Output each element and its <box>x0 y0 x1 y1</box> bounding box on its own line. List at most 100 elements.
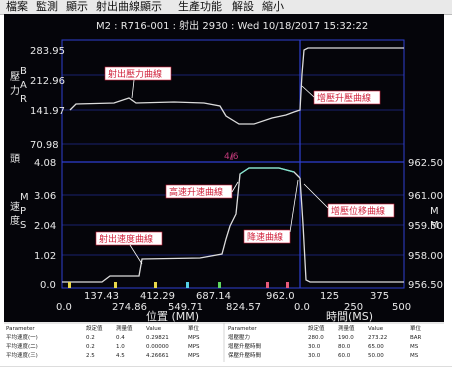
speed-tick: 0.0 <box>40 280 56 291</box>
pressure-axis-label: 壓 <box>10 71 20 83</box>
right-tick: 958.00 <box>408 251 443 262</box>
table-cell: 280.0 <box>308 335 324 341</box>
position-tick: 412.29 <box>140 291 175 302</box>
menu-item-display[interactable]: 顯示 <box>66 0 88 13</box>
monitor-screen: M2 : R716-001 : 射出 2930 : Wed 10/18/2017… <box>4 14 444 323</box>
time-tick: 250 <box>344 302 363 313</box>
table-cell: MS <box>410 344 419 350</box>
pressure-tick: 70.98 <box>30 140 59 151</box>
parameter-table: Parameter 設定值 測量值 Value 單位平均速度(一) 0.2 0.4 0.298… <box>4 322 444 364</box>
time-tick: 0.0 <box>294 302 310 313</box>
table-cell: 0.4 <box>116 335 125 341</box>
table-cell: 0.29821 <box>146 335 169 341</box>
marker-label: 4/6 <box>224 152 239 162</box>
menu-item-file[interactable]: 檔案 <box>6 0 28 13</box>
right-tick: 961.00 <box>408 191 443 202</box>
annotation-speed-curve: 射出速度曲線 <box>95 231 163 265</box>
speed-axis-label: M <box>20 192 29 203</box>
speed-axis-label: 頭 <box>10 153 20 165</box>
speed-tick: 2.04 <box>34 221 56 232</box>
table-cell: 平均速度(一) <box>6 333 38 341</box>
plot-frame <box>61 39 405 289</box>
annotation-hold-pressure-curve: 增壓升壓曲線 <box>301 85 381 105</box>
table-header-cell: 單位 <box>188 324 200 332</box>
pressure-axis-label: A <box>20 80 27 91</box>
pressure-tick: 283.95 <box>30 46 65 57</box>
pressure-tick: 212.96 <box>30 76 65 87</box>
table-cell: MPS <box>188 344 200 350</box>
position-tick: 687.14 <box>196 291 231 302</box>
table-header-cell: 測量值 <box>338 324 355 332</box>
time-tick: 125 <box>320 291 339 302</box>
table-cell: 50.00 <box>368 353 384 359</box>
time-axis-label: 時間(MS) <box>326 310 373 322</box>
stage-marker <box>186 282 189 288</box>
annotation-high-speed-up: 高速升速曲線 <box>165 181 239 199</box>
position-tick: 137.43 <box>84 291 119 302</box>
table-cell: 4.26661 <box>146 353 169 359</box>
right-axis-label: M <box>430 220 439 231</box>
table-cell: 0.2 <box>86 335 95 341</box>
svg-text:降速曲線: 降速曲線 <box>247 231 283 243</box>
table-cell: BAR <box>410 335 422 341</box>
pressure-curve <box>69 47 404 125</box>
menu-item-settings[interactable]: 解設 <box>232 0 254 13</box>
speed-axis-label: 速 <box>10 201 20 213</box>
table-cell: 保壓升壓時間 <box>228 351 262 359</box>
table-cell: MPS <box>188 353 200 359</box>
pressure-tick: 141.97 <box>30 106 65 117</box>
table-header-cell: 測量值 <box>116 324 133 332</box>
table-cell: 1.0 <box>116 344 125 350</box>
table-header-cell: Parameter <box>6 326 35 332</box>
menu-item-curve-display[interactable]: 射出曲線顯示 <box>96 0 162 13</box>
menu-item-production[interactable]: 生產功能 <box>178 0 222 13</box>
divider <box>0 366 452 367</box>
table-cell: 60.0 <box>338 353 351 359</box>
position-tick: 962.0 <box>266 291 295 302</box>
table-cell: 4.5 <box>116 353 125 359</box>
svg-text:高速升速曲線: 高速升速曲線 <box>169 186 223 198</box>
table-cell: 30.0 <box>308 344 321 350</box>
position-tick: 549.71 <box>168 302 203 313</box>
speed-curve-highlight <box>239 167 295 175</box>
stage-marker <box>266 282 269 288</box>
table-cell: 0.00000 <box>146 344 169 350</box>
stage-marker <box>68 282 71 288</box>
table-cell: 平均速度(二) <box>6 342 38 350</box>
table-cell: 2.5 <box>86 353 95 359</box>
table-header-cell: Value <box>368 326 384 332</box>
table-cell: 190.0 <box>338 335 354 341</box>
table-cell: 30.0 <box>308 353 321 359</box>
speed-axis-label: P <box>20 206 26 217</box>
table-cell: 273.22 <box>368 335 387 341</box>
svg-text:增壓位移曲線: 增壓位移曲線 <box>331 205 385 217</box>
table-header-cell: 設定值 <box>308 324 325 332</box>
table-header-cell: Parameter <box>228 326 257 332</box>
pressure-axis-label: R <box>20 94 27 105</box>
stage-marker <box>286 282 289 288</box>
table-cell: 80.0 <box>338 344 351 350</box>
pressure-axis-label: 力 <box>10 84 20 97</box>
table-header-cell: 單位 <box>410 324 422 332</box>
table-cell: 65.00 <box>368 344 384 350</box>
annotation-pressure-curve: 射出壓力曲線 <box>104 66 172 99</box>
table-cell: MPS <box>188 335 200 341</box>
table-cell: 增壓壓力 <box>228 333 250 341</box>
right-tick: 962.50 <box>408 158 443 169</box>
position-tick: 0.0 <box>56 302 72 313</box>
menu-bar: 檔案 監測 顯示 射出曲線顯示 生產功能 解設 縮小 <box>0 0 452 15</box>
stage-marker <box>114 282 117 288</box>
table-cell: 0.2 <box>86 344 95 350</box>
stage-marker <box>154 282 157 288</box>
time-tick: 500 <box>392 302 411 313</box>
table-cell: MS <box>410 353 419 359</box>
right-axis-label: M <box>430 206 439 217</box>
svg-text:射出速度曲線: 射出速度曲線 <box>99 233 153 245</box>
hold-position-curve <box>299 177 404 283</box>
menu-item-monitor[interactable]: 監測 <box>36 0 58 13</box>
menu-item-minimize[interactable]: 縮小 <box>262 0 284 13</box>
table-header-cell: Value <box>146 326 162 332</box>
